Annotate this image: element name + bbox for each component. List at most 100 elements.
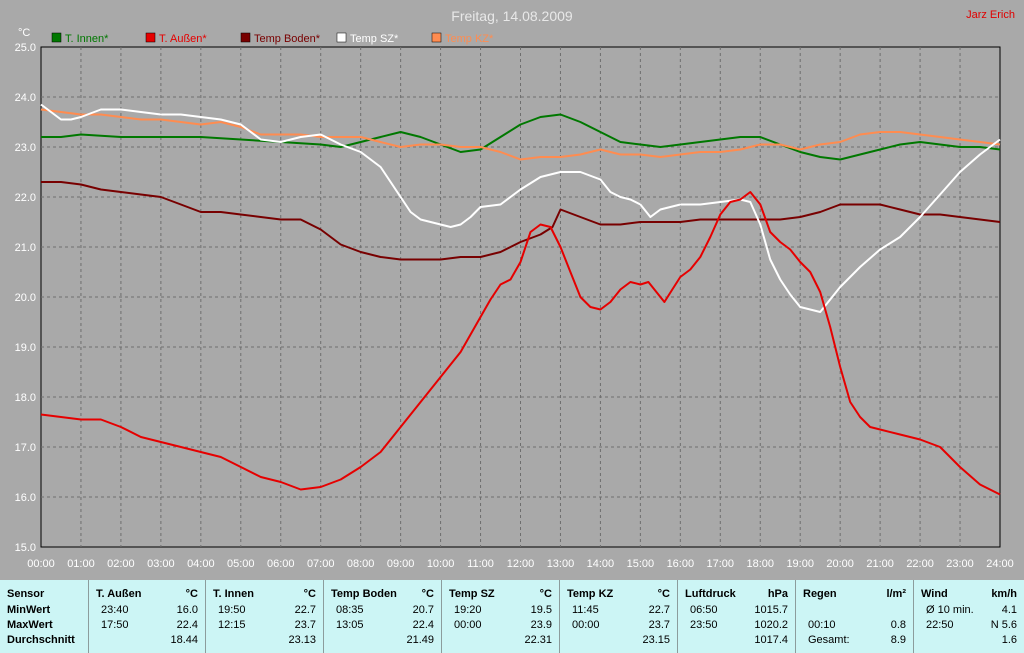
table-cell: MinWert (7, 604, 51, 616)
legend-swatch (51, 32, 62, 43)
x-tick-label: 09:00 (387, 558, 415, 570)
x-tick-label: 07:00 (307, 558, 335, 570)
table-cell: 18.44 (170, 634, 198, 646)
table-cell: 22:50 (926, 619, 954, 631)
x-tick-label: 08:00 (347, 558, 375, 570)
table-cell: 00:00 (454, 619, 482, 631)
x-tick-label: 19:00 (786, 558, 814, 570)
y-tick-label: 19.0 (15, 342, 36, 354)
table-cell: 19.5 (530, 604, 552, 616)
table-cell: 23:40 (101, 604, 129, 616)
table-cell: hPa (767, 588, 788, 600)
table-cell: 19:50 (218, 604, 246, 616)
table-cell: 19:20 (454, 604, 482, 616)
table-cell: 11:45 (572, 604, 599, 616)
table-cell: Luftdruck (685, 588, 736, 600)
legend-label: T. Innen* (65, 33, 109, 45)
table-cell: 4.1 (1001, 604, 1017, 616)
table-column: T. Außen °C 23:40 16.0 17:50 22.4 18.44 (88, 580, 205, 653)
table-cell: 17:50 (101, 619, 129, 631)
chart-title: Freitag, 14.08.2009 (451, 8, 573, 24)
table-column: T. Innen °C 19:50 22.7 12:15 23.7 23.13 (205, 580, 323, 653)
legend-swatch (431, 32, 442, 43)
x-tick-label: 00:00 (27, 558, 55, 570)
x-tick-label: 16:00 (667, 558, 695, 570)
table-column: Regen l/m² 00:10 0.8 Gesamt: 8.9 (795, 580, 913, 653)
table-cell: 13:05 (336, 619, 364, 631)
table-cell: 23.15 (642, 634, 670, 646)
table-cell: 22.7 (294, 604, 316, 616)
legend-swatch (336, 32, 347, 43)
x-tick-label: 24:00 (986, 558, 1014, 570)
series-line (40, 108, 1001, 161)
table-cell: °C (539, 588, 552, 600)
table-cell: 00:00 (572, 619, 600, 631)
x-tick-label: 02:00 (107, 558, 135, 570)
table-cell: 20.7 (412, 604, 434, 616)
x-tick-label: 17:00 (707, 558, 735, 570)
x-tick-label: 10:00 (427, 558, 455, 570)
x-tick-label: 22:00 (906, 558, 934, 570)
y-tick-label: 15.0 (15, 542, 36, 554)
table-cell: 21.49 (406, 634, 434, 646)
x-tick-label: 12:00 (507, 558, 535, 570)
table-cell: l/m² (886, 588, 906, 600)
table-cell: °C (421, 588, 434, 600)
statistics-table: Sensor MinWert MaxWert Durchschnitt T. Außen… (0, 580, 1024, 653)
y-tick-label: 23.0 (15, 142, 36, 154)
table-cell: T. Innen (213, 588, 254, 600)
series-line (40, 103, 1001, 313)
table-cell: Wind (921, 588, 948, 600)
table-cell: 1.6 (1001, 634, 1017, 646)
x-tick-label: 11:00 (467, 558, 494, 570)
table-cell: 0.8 (890, 619, 906, 631)
table-cell: Temp KZ (567, 588, 614, 600)
table-cell: 08:35 (336, 604, 364, 616)
y-tick-label: 25.0 (15, 42, 36, 54)
table-cell: 23.7 (294, 619, 316, 631)
x-tick-label: 06:00 (267, 558, 295, 570)
table-column: Temp SZ °C 19:20 19.5 00:00 23.9 22.31 (441, 580, 559, 653)
y-tick-label: 17.0 (15, 442, 36, 454)
table-cell: 1017.4 (754, 634, 788, 646)
table-column: Sensor MinWert MaxWert Durchschnitt (0, 580, 88, 653)
table-cell: Gesamt: (808, 634, 850, 646)
table-cell: Sensor (7, 588, 45, 600)
table-cell: 8.9 (890, 634, 906, 646)
table-column: Wind km/h Ø 10 min. 4.1 22:50 N 5.6 1.6 (913, 580, 1024, 653)
table-cell: 06:50 (690, 604, 718, 616)
table-cell: 23.7 (648, 619, 670, 631)
legend-swatch (145, 32, 156, 43)
legend-label: Temp Boden* (254, 33, 321, 45)
table-cell: Ø 10 min. (926, 604, 974, 616)
legend-swatch (240, 32, 251, 43)
legend-label: Temp SZ* (350, 33, 399, 45)
x-tick-label: 01:00 (67, 558, 95, 570)
table-cell: 22.4 (412, 619, 434, 631)
table-cell: Durchschnitt (7, 634, 75, 646)
table-cell: 16.0 (176, 604, 198, 616)
table-cell: 23.9 (530, 619, 552, 631)
legend-label: Temp KZ* (445, 33, 494, 45)
x-tick-label: 23:00 (946, 558, 974, 570)
table-cell: T. Außen (96, 588, 142, 600)
table-column: Temp Boden °C 08:35 20.7 13:05 22.4 21.49 (323, 580, 441, 653)
table-cell: 1020.2 (754, 619, 788, 631)
table-cell: °C (185, 588, 198, 600)
x-tick-label: 18:00 (746, 558, 774, 570)
table-cell: 22.31 (524, 634, 552, 646)
y-tick-label: 24.0 (15, 92, 36, 104)
series-line (40, 191, 1001, 496)
table-cell: MaxWert (7, 619, 53, 631)
table-cell: Regen (803, 588, 837, 600)
table-cell: 12:15 (218, 619, 246, 631)
table-cell: Temp SZ (449, 588, 495, 600)
y-tick-label: 21.0 (15, 242, 36, 254)
table-cell: 22.7 (648, 604, 670, 616)
table-cell: 00:10 (808, 619, 836, 631)
table-cell: km/h (991, 588, 1017, 600)
x-tick-label: 04:00 (187, 558, 215, 570)
table-cell: 23.13 (288, 634, 316, 646)
table-cell: 23:50 (690, 619, 718, 631)
table-cell: 1015.7 (754, 604, 788, 616)
